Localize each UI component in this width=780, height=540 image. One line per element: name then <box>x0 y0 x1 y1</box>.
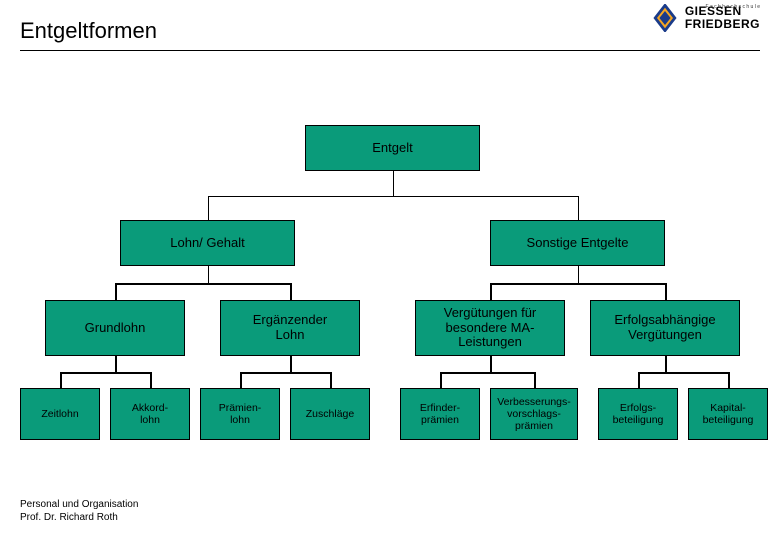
connector <box>208 196 578 198</box>
node-sonst: Sonstige Entgelte <box>490 220 665 266</box>
node-erfpr: Erfinder-prämien <box>400 388 480 440</box>
connector <box>440 372 534 374</box>
connector <box>240 372 330 374</box>
connector <box>490 356 492 372</box>
connector <box>115 356 117 372</box>
diagram-canvas: Entgelt Lohn/ Gehalt Sonstige Entgelte Grun… <box>0 0 780 540</box>
connector <box>490 283 492 300</box>
connector <box>60 372 150 374</box>
connector <box>665 283 667 300</box>
node-ebet: Erfolgs-beteiligung <box>598 388 678 440</box>
footer-line1: Personal und Organisation <box>20 499 138 512</box>
connector <box>393 171 395 196</box>
connector <box>638 372 640 388</box>
connector <box>290 356 292 372</box>
connector <box>208 196 210 221</box>
node-verb: Verbesserungs-vorschlags-prämien <box>490 388 578 440</box>
node-praem: Prämien-lohn <box>200 388 280 440</box>
connector <box>578 266 580 283</box>
node-verg: Vergütungen fürbesondere MA-Leistungen <box>415 300 565 356</box>
footer: Personal und Organisation Prof. Dr. Rich… <box>20 499 138 524</box>
connector <box>60 372 62 388</box>
node-lohn: Lohn/ Gehalt <box>120 220 295 266</box>
connector <box>115 283 290 285</box>
connector <box>115 283 117 300</box>
node-kbet: Kapital-beteiligung <box>688 388 768 440</box>
node-erg: ErgänzenderLohn <box>220 300 360 356</box>
connector <box>240 372 242 388</box>
connector <box>150 372 152 388</box>
connector <box>440 372 442 388</box>
node-grund: Grundlohn <box>45 300 185 356</box>
footer-line2: Prof. Dr. Richard Roth <box>20 512 138 525</box>
node-erf: ErfolgsabhängigeVergütungen <box>590 300 740 356</box>
node-akk: Akkord-lohn <box>110 388 190 440</box>
node-zusch: Zuschläge <box>290 388 370 440</box>
connector <box>290 283 292 300</box>
connector <box>490 283 665 285</box>
connector <box>638 372 728 374</box>
connector <box>578 196 580 221</box>
connector <box>665 356 667 372</box>
connector <box>330 372 332 388</box>
connector <box>534 372 536 388</box>
connector <box>208 266 210 283</box>
node-root: Entgelt <box>305 125 480 171</box>
node-zeit: Zeitlohn <box>20 388 100 440</box>
connector <box>728 372 730 388</box>
